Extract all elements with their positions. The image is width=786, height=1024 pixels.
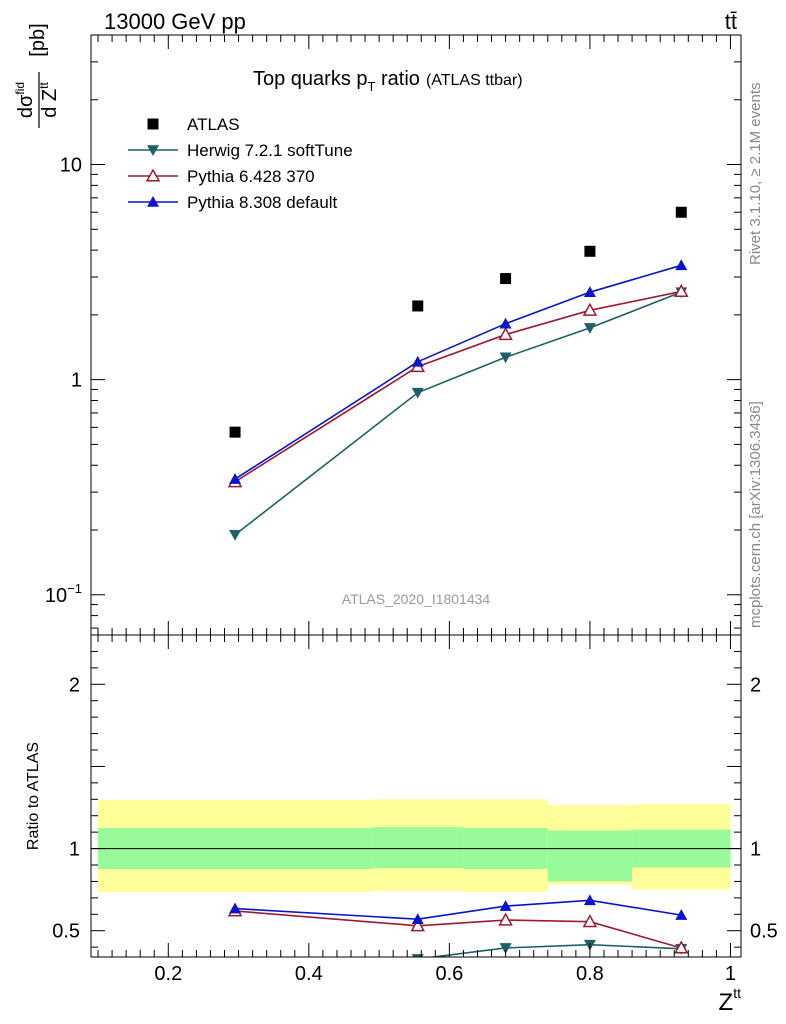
ratio-ytick-label-right: 0.5 [750, 921, 778, 943]
uncertainty-band-inner [547, 830, 633, 882]
xtick-label: 0.2 [154, 963, 182, 985]
header-process-label: tt̄ [725, 9, 737, 34]
mcplots-label: mcplots.cern.ch [arXiv:1306.3436] [747, 401, 764, 628]
main-ytick-label: 10−1 [45, 581, 82, 607]
ratio-point-herwig-7-2-1-softtune [411, 954, 424, 957]
ylabel-numerator: dσ [15, 94, 37, 118]
rivet-version-label: Rivet 3.1.10, ≥ 2.1M events [747, 83, 764, 266]
ratio-point-pythia-8-308-default [411, 913, 424, 925]
analysis-label: ATLAS_2020_I1801434 [342, 591, 491, 607]
chart-title-subscript: T [368, 79, 376, 94]
ratio-ytick-label-right: 2 [750, 674, 761, 696]
uncertainty-band-inner [372, 827, 464, 869]
main-ylabel: dσfid d Ztt [pb] [13, 23, 61, 128]
ratio-ytick-label: 1 [69, 839, 80, 861]
legend-marker-atlas [147, 118, 159, 130]
xtick-label: 0.6 [435, 963, 463, 985]
point-herwig-7-2-1-softtune [229, 529, 242, 541]
ratio-ytick-label: 2 [69, 674, 80, 696]
xtick-label: 0.4 [295, 963, 323, 985]
ylabel-denominator: d Z [39, 89, 61, 118]
point-pythia-8-308-default [229, 473, 242, 484]
xtick-label: 0.8 [576, 963, 604, 985]
chart-title-note: (ATLAS ttbar) [426, 72, 523, 89]
series-line-pythia-6-428-370 [234, 290, 682, 483]
ratio-line-pythia-6-428-370 [234, 910, 682, 949]
chart-title: Top quarks pT ratio (ATLAS ttbar) [253, 68, 523, 94]
point-atlas [229, 426, 241, 438]
main-ytick-label: 1 [71, 370, 82, 392]
point-atlas [675, 206, 687, 218]
point-pythia-8-308-default [499, 317, 512, 329]
ratio-ylabel: Ratio to ATLAS [25, 742, 42, 850]
point-atlas [412, 300, 424, 312]
ratio-frame [90, 634, 742, 958]
legend-label-atlas: ATLAS [187, 115, 240, 134]
ratio-point-pythia-6-428-370 [410, 918, 426, 932]
svg-text:dσfid: dσfid [13, 82, 37, 118]
xaxis-label-sup: tt [733, 985, 741, 1001]
point-pythia-8-308-default [675, 259, 688, 271]
point-herwig-7-2-1-softtune [411, 387, 424, 399]
legend-label-pythia-8-308-default: Pythia 8.308 default [187, 193, 338, 212]
ratio-ytick-label-right: 1 [750, 839, 761, 861]
xaxis-label: Ztt [719, 985, 742, 1016]
point-herwig-7-2-1-softtune [499, 352, 512, 364]
point-pythia-8-308-default [411, 355, 424, 367]
ratio-point-herwig-7-2-1-softtune [499, 943, 512, 954]
ratio-line-herwig-7-2-1-softtune [427, 943, 682, 957]
ratio-point-pythia-8-308-default [499, 900, 512, 911]
series-line-pythia-8-308-default [234, 264, 682, 480]
legend-marker-pythia-6-428-370 [145, 168, 161, 182]
ratio-point-pythia-8-308-default [583, 894, 596, 906]
header-energy-label: 13000 GeV pp [104, 9, 246, 34]
ratio-point-pythia-6-428-370 [498, 912, 513, 926]
ratio-point-pythia-6-428-370 [673, 940, 689, 954]
point-pythia-8-308-default [583, 286, 596, 297]
point-atlas [584, 245, 596, 257]
legend-marker-pythia-8-308-default [147, 196, 159, 207]
ratio-point-pythia-8-308-default [229, 902, 242, 914]
series-line-herwig-7-2-1-softtune [234, 291, 682, 536]
ratio-ytick-label: 0.5 [52, 921, 80, 943]
legend: ATLAS Herwig 7.2.1 softTune Pythia 6.428 3… [128, 115, 353, 212]
legend-label-herwig-7-2-1-softtune: Herwig 7.2.1 softTune [187, 141, 353, 160]
ylabel-numerator-sup: fid [13, 82, 27, 95]
ylabel-unit: [pb] [27, 23, 49, 56]
point-pythia-6-428-370 [498, 327, 513, 341]
legend-label-pythia-6-428-370: Pythia 6.428 370 [187, 167, 315, 186]
ratio-point-pythia-8-308-default [675, 909, 688, 920]
point-pythia-6-428-370 [673, 283, 689, 297]
legend-marker-herwig-7-2-1-softtune [147, 145, 159, 156]
point-atlas [500, 273, 512, 285]
point-pythia-6-428-370 [582, 302, 598, 316]
ratio-point-pythia-6-428-370 [582, 914, 598, 928]
main-ytick-label: 10 [60, 155, 82, 177]
xtick-label: 1 [725, 963, 736, 985]
svg-text:d Ztt: d Ztt [37, 82, 61, 118]
ratio-panel: 0.5 0.5 1 1 2 2 0.2 0.4 0.6 0.8 1 Ratio to ATLAS Z… [25, 634, 778, 1016]
point-herwig-7-2-1-softtune [583, 323, 596, 334]
chart-title-suffix: ratio [375, 68, 419, 90]
ylabel-denominator-sup: tt [37, 82, 51, 89]
